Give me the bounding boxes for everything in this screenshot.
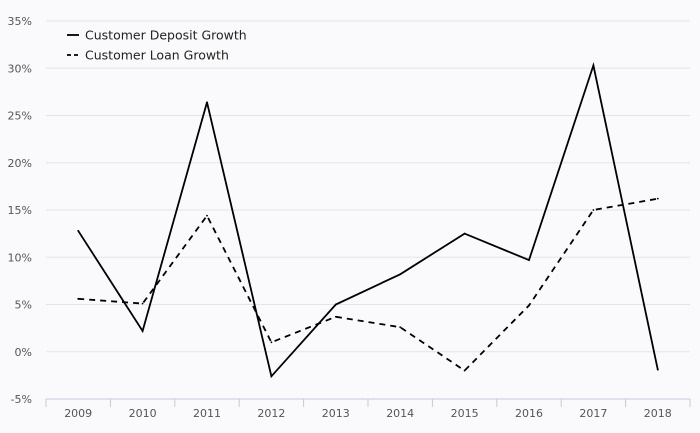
y-tick-label: 20%: [8, 157, 32, 170]
data-point: [206, 101, 208, 104]
series-line-loan-growth: [78, 197, 658, 372]
data-point: [141, 302, 144, 305]
data-point: [206, 214, 208, 217]
x-tick-label: 2015: [451, 407, 479, 420]
data-point: [334, 315, 337, 318]
x-tick-label: 2016: [515, 407, 543, 420]
y-tick-label: 0%: [15, 346, 32, 359]
x-axis: 2009 2010 2011 2012 2013 2014 2015 2016 2017 2018: [45, 398, 691, 420]
data-point: [592, 64, 595, 67]
y-axis-ticks: -5% 0% 5% 10% 15% 20% 25% 30% 35%: [8, 15, 32, 406]
x-tick-label: 2017: [579, 407, 607, 420]
x-tick-label: 2010: [129, 407, 157, 420]
legend: Customer Deposit Growth Customer Loan Gro…: [67, 28, 247, 63]
legend-label: Customer Loan Growth: [85, 48, 229, 63]
y-tick-label: 10%: [8, 251, 32, 264]
data-point: [656, 197, 659, 200]
series-line-deposit-growth: [77, 61, 659, 379]
y-tick-label: 15%: [8, 204, 32, 217]
y-tick-label: -5%: [11, 393, 32, 406]
x-tick-label: 2012: [257, 407, 285, 420]
data-point: [528, 259, 530, 261]
y-tick-label: 5%: [15, 299, 32, 312]
data-point: [463, 232, 466, 235]
grid-lines: [46, 20, 690, 353]
data-point: [334, 303, 337, 306]
data-point: [270, 341, 273, 344]
series-lines: [77, 61, 659, 379]
x-tick-label: 2014: [386, 407, 414, 420]
data-point: [399, 273, 402, 276]
x-tick-label: 2013: [322, 407, 350, 420]
x-tick-label: 2009: [64, 407, 92, 420]
data-point: [77, 229, 80, 232]
data-point: [463, 369, 466, 372]
data-point: [270, 375, 273, 378]
x-tick-label: 2011: [193, 407, 221, 420]
data-point: [399, 326, 402, 329]
data-point: [592, 209, 595, 211]
y-tick-label: 35%: [8, 15, 32, 28]
y-tick-label: 25%: [8, 110, 32, 123]
data-point: [528, 304, 530, 307]
legend-label: Customer Deposit Growth: [85, 28, 247, 43]
x-tick-label: 2018: [644, 407, 672, 420]
y-tick-label: 30%: [8, 62, 32, 75]
data-point: [77, 297, 80, 300]
data-point: [141, 330, 144, 332]
data-point: [656, 368, 659, 371]
